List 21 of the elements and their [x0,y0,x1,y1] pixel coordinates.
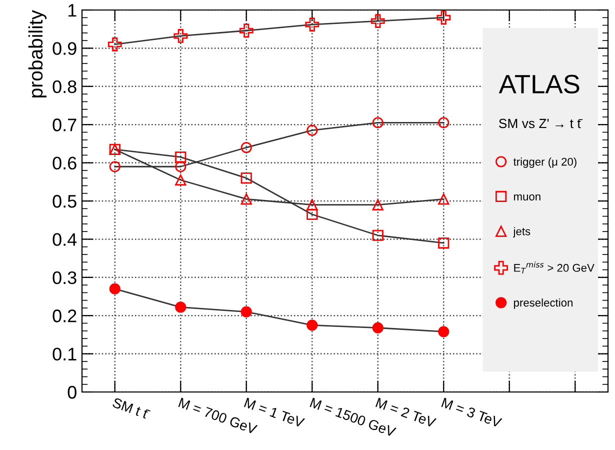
legend-label: preselection [514,298,572,309]
y-tick-label: 0.8 [52,80,76,94]
y-tick-label: 0.7 [52,118,76,132]
y-tick-label: 1 [68,4,76,17]
legend-label: jets [513,227,530,238]
y-axis-title: probability [28,10,46,98]
y-tick-label: 0.5 [52,194,76,208]
x-tick-label: M = 3 TeV [441,398,502,428]
y-tick-label: 0.2 [52,310,76,322]
text: ATLAS [498,74,580,94]
text: SM vs Z' → t t̄ [499,118,583,128]
y-tick-label: 0.4 [52,233,77,246]
y-tick-label: 0 [68,386,76,399]
legend-label: E$_{T}$$^{miss}$ > 20 GeV [514,262,594,274]
y-tick-label: 0.1 [52,348,76,361]
y-tick-label: 0.3 [52,271,76,284]
legend-label: trigger (μ 20) [513,158,576,168]
y-tick-label: 0.6 [52,156,76,170]
x-tick-label: SM t t̄ [112,397,151,420]
y-tick-label: 0.9 [52,42,76,55]
legend-label: muon [514,194,540,200]
